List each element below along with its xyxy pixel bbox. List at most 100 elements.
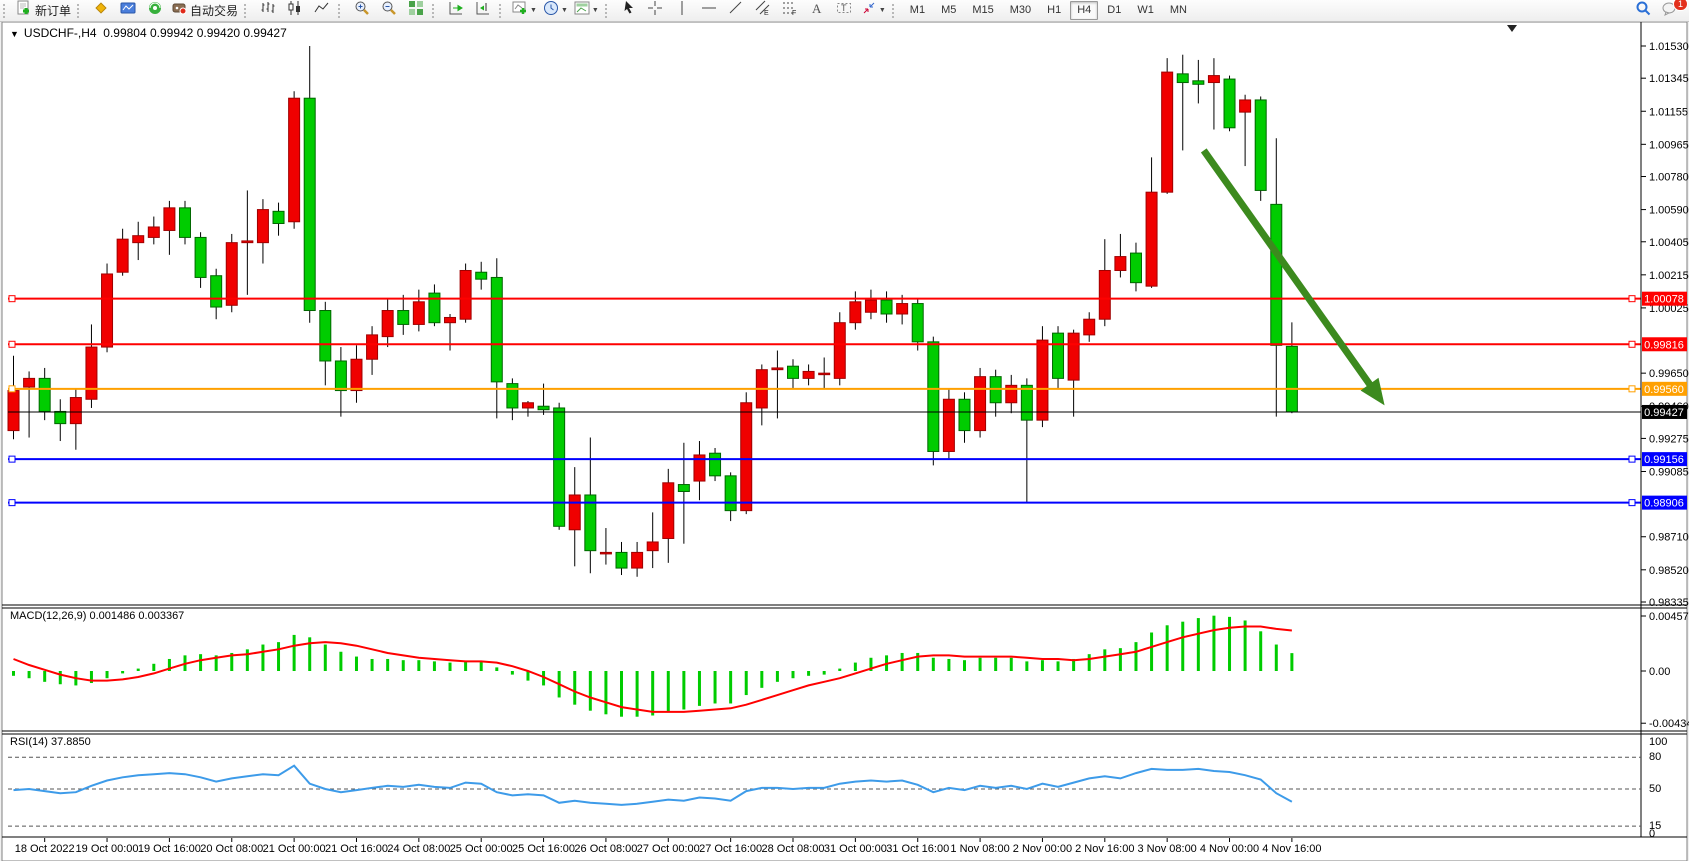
candle-bear	[1176, 73, 1189, 84]
hline-endpoint[interactable]	[8, 295, 16, 303]
horizontal-line-button[interactable]	[696, 0, 723, 21]
time-tick-label: 28 Oct 08:00	[762, 843, 825, 855]
candle-bull	[568, 494, 581, 531]
crosshair-button[interactable]	[642, 0, 669, 21]
equidistant-channel-button[interactable]: E	[750, 0, 777, 21]
tf-m30[interactable]: M30	[1009, 4, 1032, 16]
new-chart-button[interactable]: ▼	[509, 0, 540, 21]
tf-d1[interactable]: D1	[1107, 4, 1122, 16]
candle-bull	[1161, 71, 1174, 193]
search-icon	[1635, 0, 1651, 21]
auto-scroll-button[interactable]	[442, 0, 469, 21]
candle-bear	[506, 383, 519, 409]
candle-bull	[771, 367, 784, 371]
chart-shift-icon	[475, 0, 491, 21]
templates-button[interactable]: ▼	[571, 0, 602, 21]
time-tick-label: 27 Oct 00:00	[637, 843, 700, 855]
price-badge	[1642, 337, 1687, 352]
label-icon: T	[836, 0, 852, 21]
signals-button[interactable]	[141, 0, 168, 21]
time-tick-label: 19 Oct 16:00	[138, 843, 201, 855]
clock-icon	[543, 0, 559, 21]
hline-endpoint[interactable]	[1628, 295, 1636, 303]
notifications-button[interactable]: 1	[1656, 0, 1688, 21]
fibo-icon: F	[782, 0, 798, 21]
tile-windows-button[interactable]	[402, 0, 429, 21]
new-order-button[interactable]: 新订单	[13, 0, 74, 21]
rsi-tick-label: 0	[1649, 828, 1655, 840]
chart-shift-marker[interactable]	[1507, 25, 1517, 32]
hline-endpoint[interactable]	[1628, 340, 1636, 348]
hline-endpoint[interactable]	[8, 455, 16, 463]
market-watch-button[interactable]	[114, 0, 141, 21]
tf-mn[interactable]: MN	[1169, 4, 1187, 16]
tf-h1[interactable]: H1	[1047, 4, 1062, 16]
svg-text:F: F	[792, 10, 796, 16]
hline-endpoint[interactable]	[1628, 455, 1636, 463]
time-tick-label: 21 Oct 00:00	[263, 843, 326, 855]
price-badge	[1642, 291, 1687, 306]
channel-icon: E	[755, 0, 771, 21]
candle-bull	[646, 541, 659, 552]
arrows-icon	[861, 0, 877, 21]
collapse-icon[interactable]: ▼	[10, 29, 19, 39]
zoom-out-button[interactable]	[375, 0, 402, 21]
candle-bear	[709, 452, 722, 477]
zoom-in-button[interactable]	[348, 0, 375, 21]
tf-h4[interactable]: H4	[1070, 1, 1099, 20]
label-button[interactable]: T	[831, 0, 858, 21]
diamond-icon	[93, 0, 109, 21]
periodicity-button[interactable]: ▼	[540, 0, 571, 21]
bar-chart-button[interactable]	[254, 0, 281, 21]
hline-endpoint[interactable]	[8, 385, 16, 393]
candle-bear	[1192, 80, 1205, 85]
tf-m15[interactable]: M15	[972, 4, 994, 16]
search-button[interactable]	[1629, 0, 1656, 21]
cursor-button[interactable]	[615, 0, 642, 21]
chevron-down-icon[interactable]: ▼	[560, 7, 568, 14]
candle-bear	[210, 275, 223, 308]
hline-endpoint[interactable]	[8, 499, 16, 507]
time-tick-label: 18 Oct 2022	[15, 843, 75, 855]
price-tick-label: 0.98710	[1649, 532, 1689, 544]
metaeditor-button[interactable]	[87, 0, 114, 21]
candlestick-chart-button[interactable]	[281, 0, 308, 21]
candle-bear	[54, 410, 67, 425]
candle-bear	[958, 398, 971, 432]
hline-endpoint[interactable]	[1628, 385, 1636, 393]
vertical-line-button[interactable]	[669, 0, 696, 21]
text-button[interactable]: A	[804, 0, 831, 21]
trend-arrow-head[interactable]	[1360, 377, 1385, 406]
candle-bear	[1020, 384, 1033, 421]
candle-bear	[428, 292, 441, 324]
candle-bull	[101, 273, 114, 348]
tf-m5[interactable]: M5	[941, 4, 957, 16]
trend-arrow[interactable]	[1200, 148, 1380, 396]
autotrading-button[interactable]: 自动交易	[168, 0, 241, 21]
time-tick-label: 19 Oct 00:00	[76, 843, 139, 855]
line-chart-button[interactable]	[308, 0, 335, 21]
candle-bear	[911, 303, 924, 343]
chevron-down-icon[interactable]: ▼	[878, 7, 886, 14]
hline-endpoint[interactable]	[8, 340, 16, 348]
hline-endpoint[interactable]	[1628, 499, 1636, 507]
time-tick-label: 26 Oct 08:00	[574, 843, 637, 855]
fibonacci-button[interactable]: F	[777, 0, 804, 21]
arrows-button[interactable]: ▼	[858, 0, 889, 21]
price-tick-label: 1.01155	[1649, 106, 1688, 118]
price-tick-label: 0.98335	[1649, 597, 1689, 609]
tf-m1[interactable]: M1	[909, 4, 926, 16]
candle-bull	[241, 240, 254, 244]
candle-bear	[334, 360, 347, 392]
chevron-down-icon[interactable]: ▼	[530, 7, 537, 14]
time-tick-label: 25 Oct 00:00	[450, 843, 513, 855]
trendline-button[interactable]	[723, 0, 750, 21]
chart-shift-button[interactable]	[469, 0, 496, 21]
time-tick-label: 21 Oct 16:00	[325, 843, 388, 855]
price-tick-label: 1.00965	[1649, 139, 1689, 151]
price-tick-label: 1.00215	[1649, 270, 1689, 282]
tf-w1[interactable]: W1	[1137, 4, 1154, 16]
candle-bull	[521, 402, 534, 409]
chevron-down-icon[interactable]: ▼	[591, 7, 599, 14]
